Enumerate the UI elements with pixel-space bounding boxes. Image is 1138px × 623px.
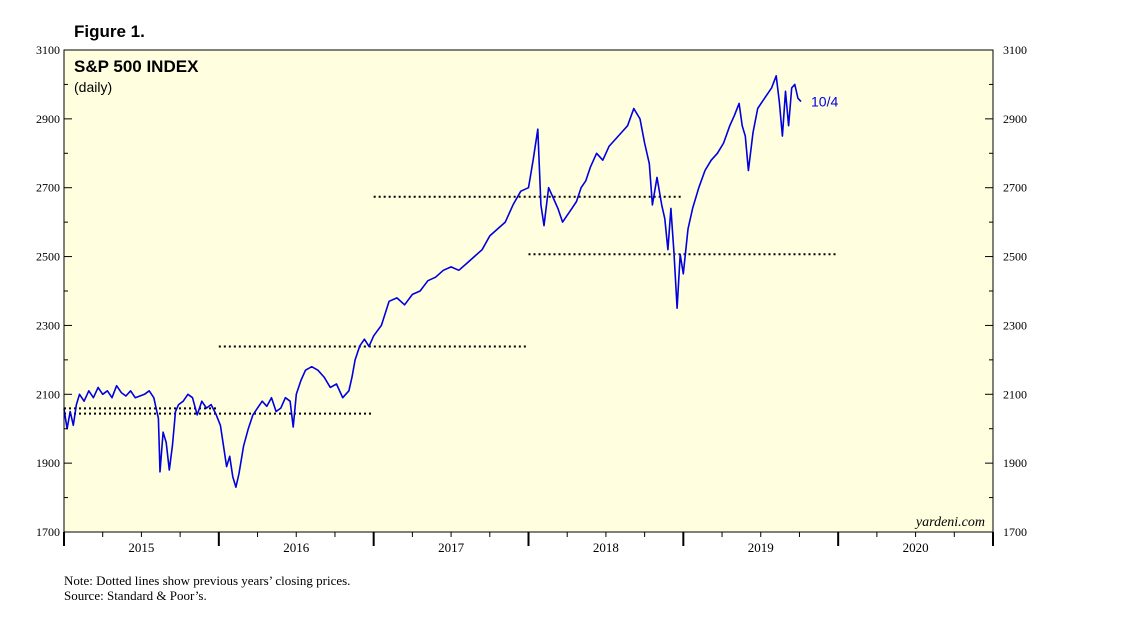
y-tick-label-right: 2700 bbox=[1003, 181, 1027, 195]
chart-subtitle: (daily) bbox=[74, 79, 112, 95]
x-tick-label: 2018 bbox=[593, 540, 619, 555]
y-tick-label-left: 2300 bbox=[36, 318, 60, 332]
y-tick-label-left: 2700 bbox=[36, 181, 60, 195]
x-tick-label: 2019 bbox=[748, 540, 774, 555]
y-axis-right: 1700 1900 2100 2300 2500 2700 2900 3100 bbox=[985, 43, 1027, 539]
y-tick-label-left: 1700 bbox=[36, 525, 60, 539]
y-tick-label-right: 2100 bbox=[1003, 387, 1027, 401]
plot-area bbox=[64, 50, 993, 532]
watermark-yardeni: yardeni.com bbox=[914, 515, 985, 530]
y-tick-label-right: 2300 bbox=[1003, 318, 1027, 332]
y-tick-label-left: 3100 bbox=[36, 43, 60, 57]
note-text: Note: Dotted lines show previous years’ … bbox=[64, 573, 351, 588]
y-tick-label-right: 3100 bbox=[1003, 43, 1027, 57]
x-axis: 2015 2016 2017 2018 2019 2020 bbox=[63, 532, 994, 555]
chart-notes: Note: Dotted lines show previous years’ … bbox=[64, 573, 350, 603]
end-date-label: 10/4 bbox=[811, 94, 838, 110]
y-tick-label-left: 2100 bbox=[36, 387, 60, 401]
sp500-series-line bbox=[63, 75, 802, 488]
y-tick-label-right: 1900 bbox=[1003, 456, 1027, 470]
y-tick-label-left: 2500 bbox=[36, 250, 60, 264]
sp500-line-chart: 1700 1900 2100 2300 2500 2700 2900 3100 1700 190… bbox=[36, 43, 1027, 555]
y-tick-label-left: 1900 bbox=[36, 456, 60, 470]
y-tick-label-right: 2500 bbox=[1003, 250, 1027, 264]
x-tick-label: 2015 bbox=[128, 540, 154, 555]
x-tick-label: 2016 bbox=[283, 540, 310, 555]
x-tick-label: 2017 bbox=[438, 540, 465, 555]
figure-label: Figure 1. bbox=[74, 22, 145, 41]
y-tick-label-right: 2900 bbox=[1003, 112, 1027, 126]
reference-lines bbox=[64, 195, 839, 415]
source-text: Source: Standard & Poor’s. bbox=[64, 588, 207, 603]
x-tick-label: 2020 bbox=[903, 540, 929, 555]
chart-title: S&P 500 INDEX bbox=[74, 57, 199, 76]
y-tick-label-left: 2900 bbox=[36, 112, 60, 126]
y-tick-label-right: 1700 bbox=[1003, 525, 1027, 539]
y-axis-left: 1700 1900 2100 2300 2500 2700 2900 3100 bbox=[36, 43, 72, 539]
